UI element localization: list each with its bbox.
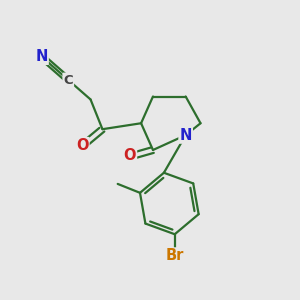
Text: O: O — [124, 148, 136, 164]
Text: N: N — [35, 49, 48, 64]
Text: C: C — [64, 74, 73, 87]
Text: O: O — [76, 138, 88, 153]
Text: Br: Br — [166, 248, 184, 263]
Text: N: N — [179, 128, 192, 142]
